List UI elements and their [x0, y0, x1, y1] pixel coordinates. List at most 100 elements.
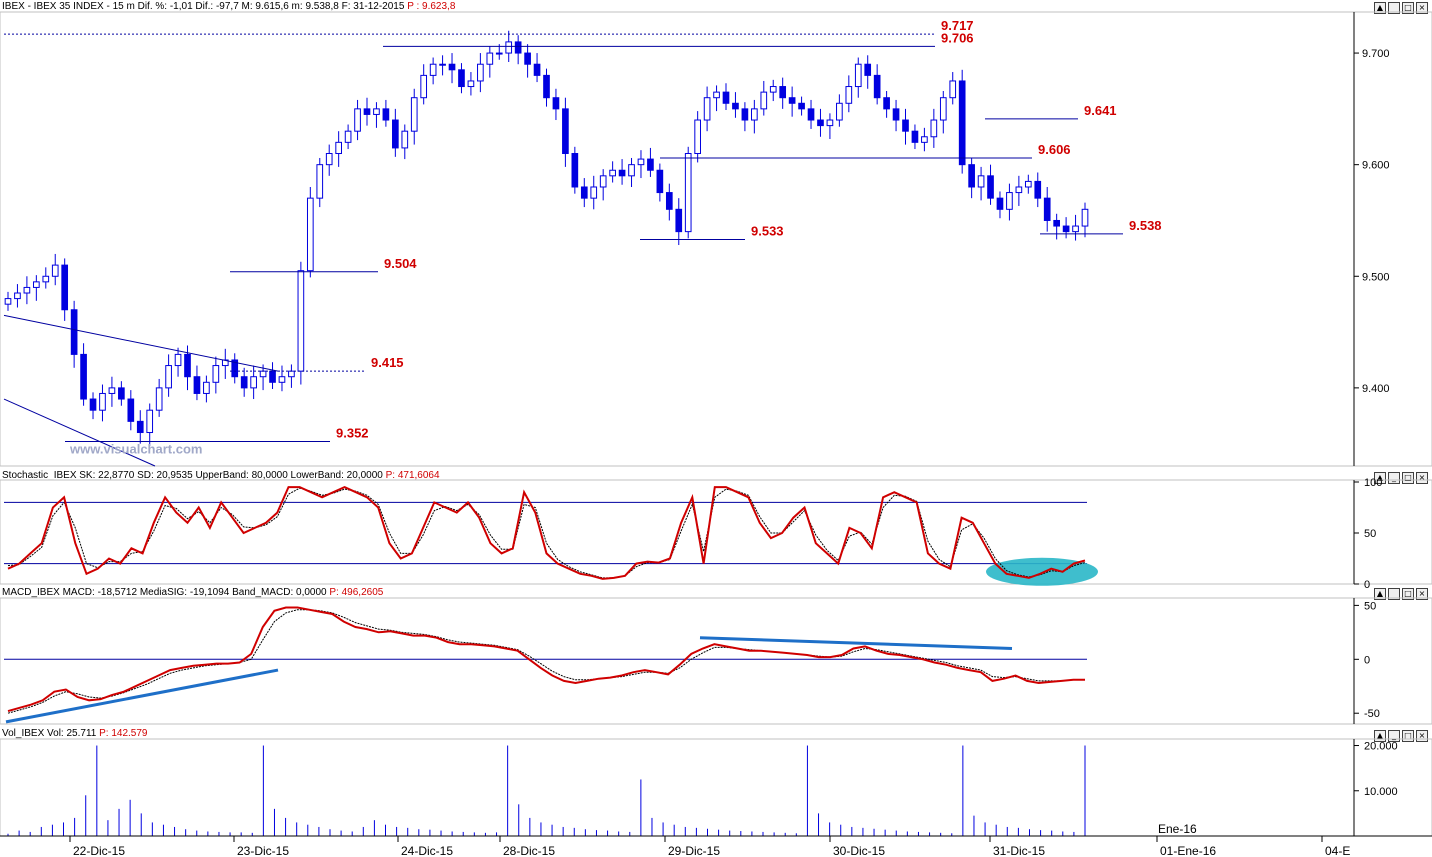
- vol-ytick-label: 20.000: [1364, 741, 1398, 753]
- candle-body: [968, 164, 975, 188]
- minimize-button[interactable]: _: [1388, 2, 1400, 14]
- candle-body: [108, 387, 116, 394]
- candle-body: [193, 376, 201, 394]
- candle-body: [552, 97, 560, 110]
- candle-body: [741, 108, 749, 121]
- candle-body: [392, 119, 399, 149]
- macd-divergence-up-line: [5, 668, 279, 724]
- scroll-up-button[interactable]: ▲: [1374, 588, 1386, 600]
- main-ytick-label: 9.500: [1362, 271, 1390, 283]
- candle-body: [89, 398, 97, 411]
- xaxis-label: 04-E: [1325, 844, 1350, 857]
- candle-body: [571, 153, 579, 188]
- candle-body: [325, 153, 333, 166]
- candle-body: [817, 119, 824, 127]
- candle-body: [647, 158, 654, 171]
- vol-price: P: 142.579: [99, 728, 148, 739]
- candle-body: [628, 164, 635, 177]
- candle-body: [958, 80, 966, 166]
- stoch-ytick-label: 100: [1364, 477, 1382, 489]
- candle-body: [911, 130, 919, 143]
- candle-body: [373, 108, 380, 115]
- maximize-button[interactable]: □: [1402, 472, 1414, 484]
- candle-body: [1053, 219, 1060, 227]
- main-ytick-label: 9.600: [1362, 160, 1390, 172]
- xaxis-label: 24-Dic-15: [401, 844, 453, 857]
- candle-body: [609, 169, 616, 177]
- candle-body: [836, 102, 843, 121]
- level-label: 9.538: [1129, 218, 1162, 233]
- candle-body: [684, 153, 692, 233]
- macd-main-line: [7, 606, 1085, 713]
- candle-body: [240, 376, 248, 389]
- scroll-up-button[interactable]: ▲: [1374, 2, 1386, 14]
- level-label: 9.533: [751, 223, 784, 238]
- scroll-up-button[interactable]: ▲: [1374, 472, 1386, 484]
- candle-body: [580, 186, 588, 199]
- candle-body: [354, 108, 361, 132]
- candle-body: [826, 119, 834, 127]
- stoch-values: Stochastic_IBEX SK: 22,8770 SD: 20,9535 …: [2, 470, 386, 481]
- minimize-button[interactable]: _: [1388, 472, 1400, 484]
- candle-body: [118, 387, 125, 400]
- candle-body: [401, 130, 409, 149]
- stoch-pane-controls: ▲ _ □ ×: [1374, 472, 1428, 484]
- macd-signal-line: [7, 609, 1085, 714]
- candle-body: [845, 86, 853, 104]
- level-label: 9.641: [1084, 103, 1117, 118]
- interval-label: 15 m: [112, 1, 135, 12]
- candle-body: [410, 97, 418, 132]
- candle-body: [165, 365, 172, 389]
- candle-body: [297, 270, 305, 372]
- main-pane-header: IBEX - IBEX 35 INDEX - 15 m Dif. %: -1,0…: [2, 1, 455, 12]
- vol-pane-frame: [0, 738, 1432, 837]
- candle-body: [873, 74, 881, 99]
- vol-values: Vol_IBEX Vol: 25.711: [2, 728, 100, 739]
- candle-body: [1081, 208, 1089, 227]
- level-label: 9.352: [336, 425, 369, 440]
- vol-ytick-label: 10.000: [1364, 786, 1398, 798]
- macd-ytick-label: 0: [1364, 654, 1370, 666]
- candle-body: [1006, 192, 1013, 210]
- candle-body: [42, 275, 50, 283]
- xaxis-label: 30-Dic-15: [833, 844, 885, 857]
- candle-body: [316, 164, 324, 199]
- macd-pane-controls: ▲ _ □ ×: [1374, 588, 1428, 600]
- candle-body: [665, 192, 673, 210]
- minimize-button[interactable]: _: [1388, 588, 1400, 600]
- candle-body: [4, 298, 12, 305]
- stoch-pane-frame: [0, 479, 1432, 585]
- maximize-button[interactable]: □: [1402, 2, 1414, 14]
- candle-body: [656, 169, 664, 194]
- candle-body: [524, 52, 531, 65]
- candle-body: [798, 102, 805, 110]
- candle-body: [694, 119, 701, 155]
- candle-body: [713, 91, 720, 99]
- candle-body: [854, 63, 862, 88]
- maximize-button[interactable]: □: [1402, 588, 1414, 600]
- macd-pane-header: MACD_IBEX MACD: -18,5712 MediaSIG: -19,1…: [2, 587, 383, 598]
- xaxis-label: 28-Dic-15: [503, 844, 555, 857]
- candle-body: [1034, 180, 1042, 199]
- close-button[interactable]: ×: [1416, 2, 1428, 14]
- candle-body: [807, 108, 815, 121]
- symbol-label: IBEX - IBEX 35 INDEX -: [2, 1, 113, 12]
- close-button[interactable]: ×: [1416, 472, 1428, 484]
- candle-body: [231, 359, 239, 378]
- candle-body: [80, 353, 87, 400]
- candle-body: [127, 398, 135, 422]
- candle-body: [259, 370, 267, 378]
- candle-body: [51, 264, 59, 277]
- level-label: 9.415: [371, 355, 404, 370]
- candle-body: [439, 63, 446, 66]
- candle-body: [732, 102, 739, 110]
- stoch-ytick-label: 0: [1364, 579, 1370, 591]
- candle-body: [467, 80, 475, 88]
- candle-body: [864, 63, 872, 76]
- candle-body: [939, 97, 947, 121]
- watermark-text: www.visualchart.com: [69, 442, 202, 457]
- close-button[interactable]: ×: [1416, 588, 1428, 600]
- candle-body: [751, 108, 758, 121]
